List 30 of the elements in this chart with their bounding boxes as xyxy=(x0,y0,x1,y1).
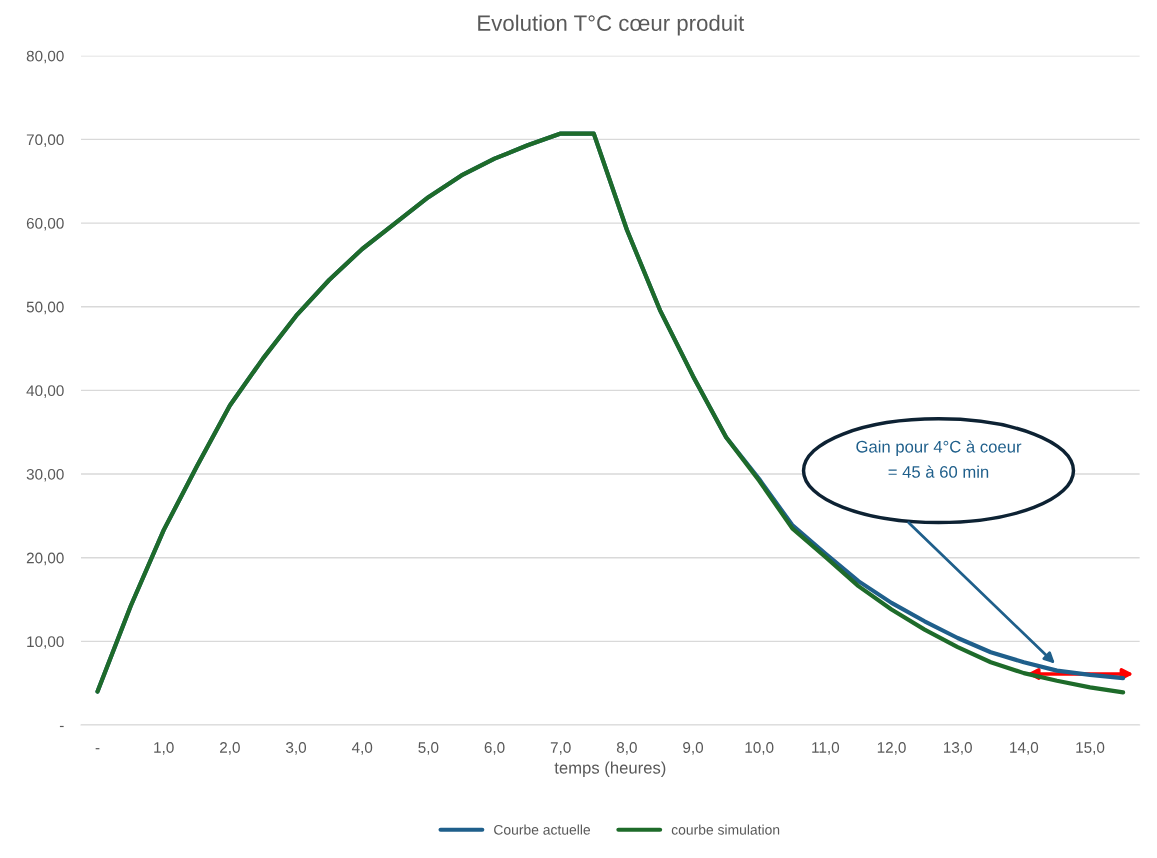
x-tick-label: 8,0 xyxy=(616,742,637,755)
x-tick-label: 13,0 xyxy=(943,742,972,755)
y-tick-label: 80,00 xyxy=(26,50,64,64)
x-tick-label: 7,0 xyxy=(550,742,571,755)
y-tick-label: 30,00 xyxy=(26,468,64,482)
x-tick-label: 14,0 xyxy=(1010,742,1039,755)
x-tick-label: 4,0 xyxy=(351,742,373,755)
y-tick-label: - xyxy=(59,725,64,728)
legend-label: courbe simulation xyxy=(671,824,780,835)
x-tick-label: 12,0 xyxy=(877,742,906,755)
y-tick-label: 60,00 xyxy=(26,217,64,231)
chart-title: Evolution T°C cœur produit xyxy=(478,14,745,36)
y-tick-label: 40,00 xyxy=(26,385,64,398)
x-axis-title: temps (heures) xyxy=(554,761,666,778)
legend-label: Courbe actuelle xyxy=(494,824,591,835)
x-tick-label: - xyxy=(95,748,100,750)
x-tick-label: 9,0 xyxy=(683,742,704,755)
x-tick-label: 3,0 xyxy=(285,742,307,755)
x-tick-label: 11,0 xyxy=(812,742,840,755)
y-tick-label: 10,00 xyxy=(27,636,64,649)
y-tick-label: 20,00 xyxy=(26,552,64,566)
y-tick-label: 70,00 xyxy=(26,134,64,147)
x-tick-label: 6,0 xyxy=(484,742,505,755)
y-tick-label: 50,00 xyxy=(26,301,64,315)
x-tick-label: 10,0 xyxy=(745,742,774,755)
annotation: Gain pour 4°C à coeur = 45 à 60 min xyxy=(856,440,1022,478)
x-tick-label: 5,0 xyxy=(418,742,439,755)
x-tick-label: 15,0 xyxy=(1076,742,1105,755)
x-tick-label: 1,0 xyxy=(154,742,174,755)
x-tick-label: 2,0 xyxy=(220,742,240,755)
